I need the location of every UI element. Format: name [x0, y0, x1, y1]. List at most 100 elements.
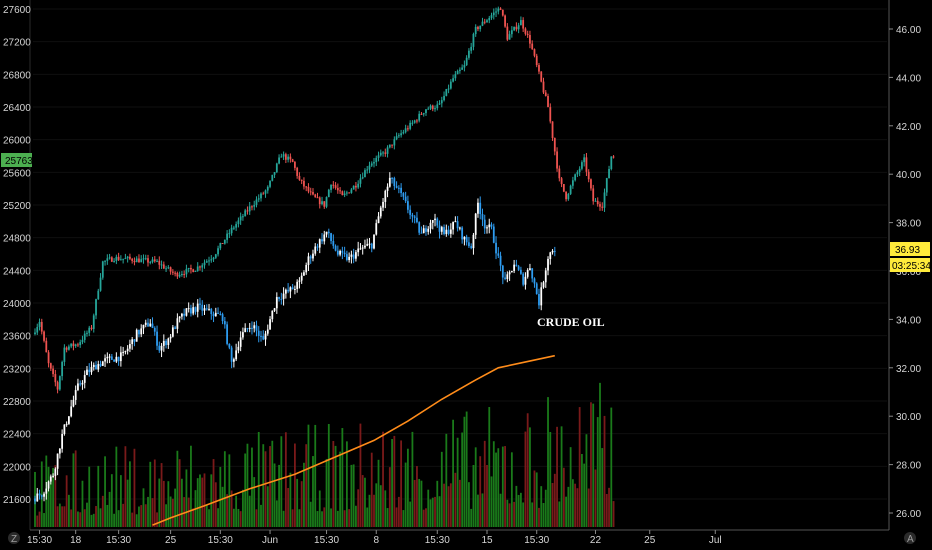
volume-bar	[185, 469, 188, 527]
volume-bar	[334, 445, 337, 527]
volume-bar	[436, 480, 439, 527]
candle-left	[140, 255, 143, 263]
volume-bar	[574, 483, 577, 527]
volume-bar	[585, 434, 588, 527]
candle-left	[49, 362, 52, 371]
candle-right	[237, 341, 240, 354]
candle-right	[431, 220, 434, 230]
candle-right	[104, 354, 106, 367]
time-tick-label: 22	[590, 535, 602, 546]
left-tick-label: 26000	[3, 136, 31, 147]
candle-left	[282, 151, 285, 160]
candle-right	[409, 205, 412, 220]
candle-right	[443, 224, 445, 236]
candle-right	[196, 299, 199, 318]
candle-left	[323, 201, 326, 209]
volume-bar	[339, 451, 341, 527]
volume-bar	[269, 446, 271, 527]
volume-bar	[210, 474, 213, 527]
candle-left	[63, 344, 66, 366]
candle-right	[352, 248, 355, 264]
candle-right	[246, 327, 249, 333]
candle-left	[477, 25, 479, 32]
countdown: 03:25:34	[892, 261, 931, 272]
candle-left	[257, 194, 260, 203]
candle-right	[531, 268, 534, 283]
candle-right	[242, 327, 244, 340]
volume-bar	[377, 459, 380, 527]
candle-right	[192, 302, 195, 316]
candle-left	[54, 369, 57, 387]
candle-left	[251, 205, 253, 211]
scale-mode-left-label: Z	[11, 534, 17, 545]
candle-right	[510, 270, 513, 273]
candle-left	[581, 160, 583, 171]
candle-left	[397, 133, 400, 138]
volume-bar	[239, 511, 242, 527]
left-price-axis[interactable]: 27600 27200 26800 26400 26000 25600 25200 24800…	[3, 5, 31, 506]
candle-right	[86, 366, 88, 376]
volume-bar	[486, 465, 488, 527]
candle-left	[38, 318, 41, 331]
scale-mode-left-button[interactable]: Z	[8, 532, 20, 545]
volume-bar	[260, 504, 262, 527]
volume-bar	[379, 485, 382, 527]
candle-right	[257, 326, 260, 343]
volume-bar	[418, 478, 421, 527]
candle-right	[45, 481, 48, 500]
candle-left	[404, 124, 407, 134]
time-axis[interactable]: 15:30 18 15:30 25 15:30 Jun 15:30 8 15:30 15 15:30…	[27, 530, 722, 546]
right-tick-label: 28.00	[896, 461, 921, 472]
candle-right	[526, 268, 529, 279]
volume-bar	[153, 459, 156, 527]
volume-bar	[434, 496, 436, 527]
candle-left	[350, 187, 353, 194]
candle-right	[230, 345, 233, 369]
candle-right	[253, 321, 256, 333]
volume-bar	[594, 469, 597, 527]
volume-bar	[126, 479, 129, 527]
left-last-value-badge: 25763	[1, 153, 33, 167]
candle-left	[101, 260, 104, 280]
candle-right	[307, 252, 310, 272]
volume-bar	[508, 503, 511, 527]
candle-left	[95, 298, 97, 320]
candle-left	[508, 30, 511, 40]
candle-right	[72, 395, 75, 408]
candle-right	[56, 453, 59, 476]
candle-left	[492, 8, 495, 20]
volume-bar	[576, 488, 579, 527]
candle-right	[144, 319, 147, 328]
volume-bar	[510, 452, 513, 527]
candle-right	[364, 239, 366, 250]
candle-right	[126, 345, 129, 355]
candle-right	[110, 353, 113, 360]
right-price-axis[interactable]: 46.00 44.00 42.00 40.00 38.00 36.00 34.00 32.00…	[889, 25, 921, 520]
volume-bar	[461, 432, 464, 527]
scale-mode-right-label: A	[907, 534, 914, 545]
candle-left	[239, 212, 242, 225]
candle-left	[463, 60, 466, 72]
candle-right	[334, 244, 337, 252]
volume-bar	[203, 473, 206, 527]
candle-left	[375, 155, 378, 167]
candle-right	[544, 267, 547, 288]
right-last-value: 36.93	[895, 245, 920, 256]
candle-right	[214, 307, 217, 317]
candle-left	[83, 330, 86, 343]
volume-bar	[567, 486, 570, 527]
candle-left	[355, 182, 357, 192]
candle-right	[535, 282, 538, 295]
candle-right	[438, 220, 441, 239]
candle-left	[303, 177, 305, 190]
candle-right	[440, 225, 443, 235]
volume-bar	[110, 474, 113, 527]
candle-right	[538, 288, 540, 309]
candle-right	[131, 336, 134, 350]
scale-mode-right-button[interactable]: A	[904, 532, 916, 545]
candle-left	[596, 197, 599, 207]
candle-right	[101, 360, 104, 367]
candle-left	[499, 7, 502, 11]
candle-right	[330, 232, 332, 245]
